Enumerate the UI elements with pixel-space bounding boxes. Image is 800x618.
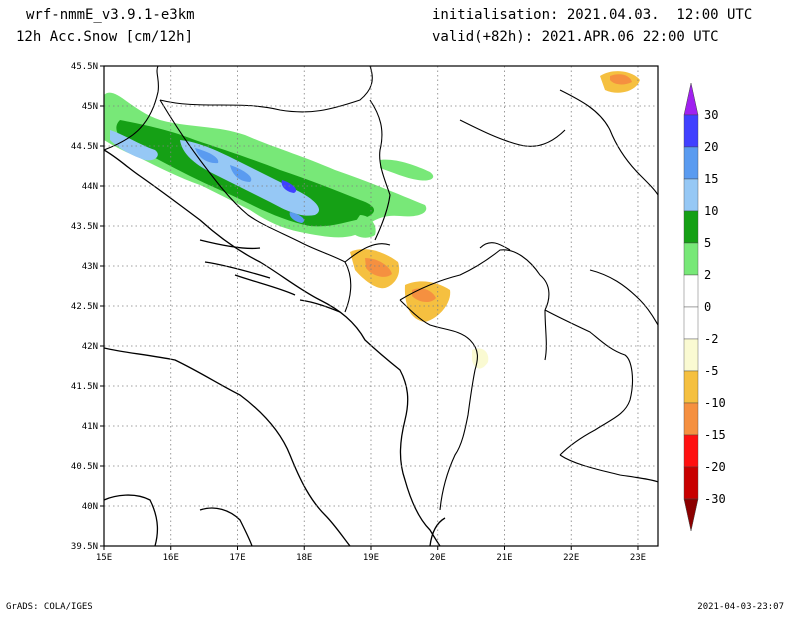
grid-lines (104, 66, 658, 546)
colorbar-label: -15 (704, 428, 726, 442)
longitude-labels: 15E 16E 17E 18E 19E 20E 21E 22E 23E (96, 553, 646, 563)
lon-tick-label: 17E (229, 553, 245, 563)
colorbar-label: 10 (704, 204, 718, 218)
map-content (104, 66, 658, 546)
snow-field-blue (110, 130, 320, 223)
latitude-labels: 45.5N 45N 44.5N 44N 43.5N 43N 42.5N 42N 41.5N 41N… (71, 62, 98, 552)
colorbar-box (683, 146, 699, 180)
colorbar-box (683, 434, 699, 468)
lat-tick-label: 45.5N (71, 62, 98, 72)
colorbar-label: -5 (704, 364, 718, 378)
snow-field-green (104, 92, 434, 238)
lat-tick-label: 42.5N (71, 302, 98, 312)
lon-tick-label: 16E (163, 553, 179, 563)
colorbar-box (683, 274, 699, 308)
lat-tick-label: 43.5N (71, 222, 98, 232)
lat-tick-label: 43N (82, 262, 98, 272)
lat-tick-label: 42N (82, 342, 98, 352)
colorbar-label: 0 (704, 300, 711, 314)
colorbar-label: -2 (704, 332, 718, 346)
lat-tick-label: 44.5N (71, 142, 98, 152)
colorbar-box (683, 242, 699, 276)
colorbar-top-arrow (683, 82, 699, 116)
colorbar-box (683, 338, 699, 372)
colorbar-label: 20 (704, 140, 718, 154)
colorbar-box (683, 114, 699, 148)
colorbar-box (683, 178, 699, 212)
model-title: wrf-nmmE_v3.9.1-e3km (26, 7, 195, 23)
lat-tick-label: 40N (82, 502, 98, 512)
footer-credit: GrADS: COLA/IGES (6, 602, 93, 612)
colorbar-box (683, 402, 699, 436)
colorbar-label: 30 (704, 108, 718, 122)
lat-tick-label: 41.5N (71, 382, 98, 392)
lon-tick-label: 22E (563, 553, 579, 563)
colorbar-box (683, 370, 699, 404)
colorbar-label: 2 (704, 268, 711, 282)
lat-tick-label: 40.5N (71, 462, 98, 472)
footer-timestamp: 2021-04-03-23:07 (697, 602, 784, 612)
country-borders (104, 66, 658, 511)
lon-tick-label: 23E (630, 553, 646, 563)
colorbar-bottom-arrow (683, 498, 699, 532)
lat-tick-label: 39.5N (71, 542, 98, 552)
valid-time: valid(+82h): 2021.APR.06 22:00 UTC (432, 29, 719, 45)
initialisation-time: initialisation: 2021.04.03. 12:00 UTC (432, 7, 753, 23)
colorbar-label: 5 (704, 236, 711, 250)
lat-tick-label: 44N (82, 182, 98, 192)
lon-tick-label: 19E (363, 553, 379, 563)
colorbar-box (683, 306, 699, 340)
coastlines (104, 149, 446, 546)
lon-tick-label: 21E (496, 553, 512, 563)
colorbar-label: 15 (704, 172, 718, 186)
lat-tick-label: 41N (82, 422, 98, 432)
lat-tick-label: 45N (82, 102, 98, 112)
snow-field-negative (350, 71, 640, 369)
axis-ticks (100, 65, 639, 550)
colorbar-box (683, 210, 699, 244)
colorbar-label: -10 (704, 396, 726, 410)
lon-tick-label: 20E (430, 553, 446, 563)
colorbar (683, 82, 699, 532)
colorbar-box (683, 466, 699, 500)
variable-title: 12h Acc.Snow [cm/12h] (16, 29, 194, 45)
lon-tick-label: 15E (96, 553, 112, 563)
lon-tick-label: 18E (296, 553, 312, 563)
colorbar-label: -30 (704, 492, 726, 506)
colorbar-label: -20 (704, 460, 726, 474)
